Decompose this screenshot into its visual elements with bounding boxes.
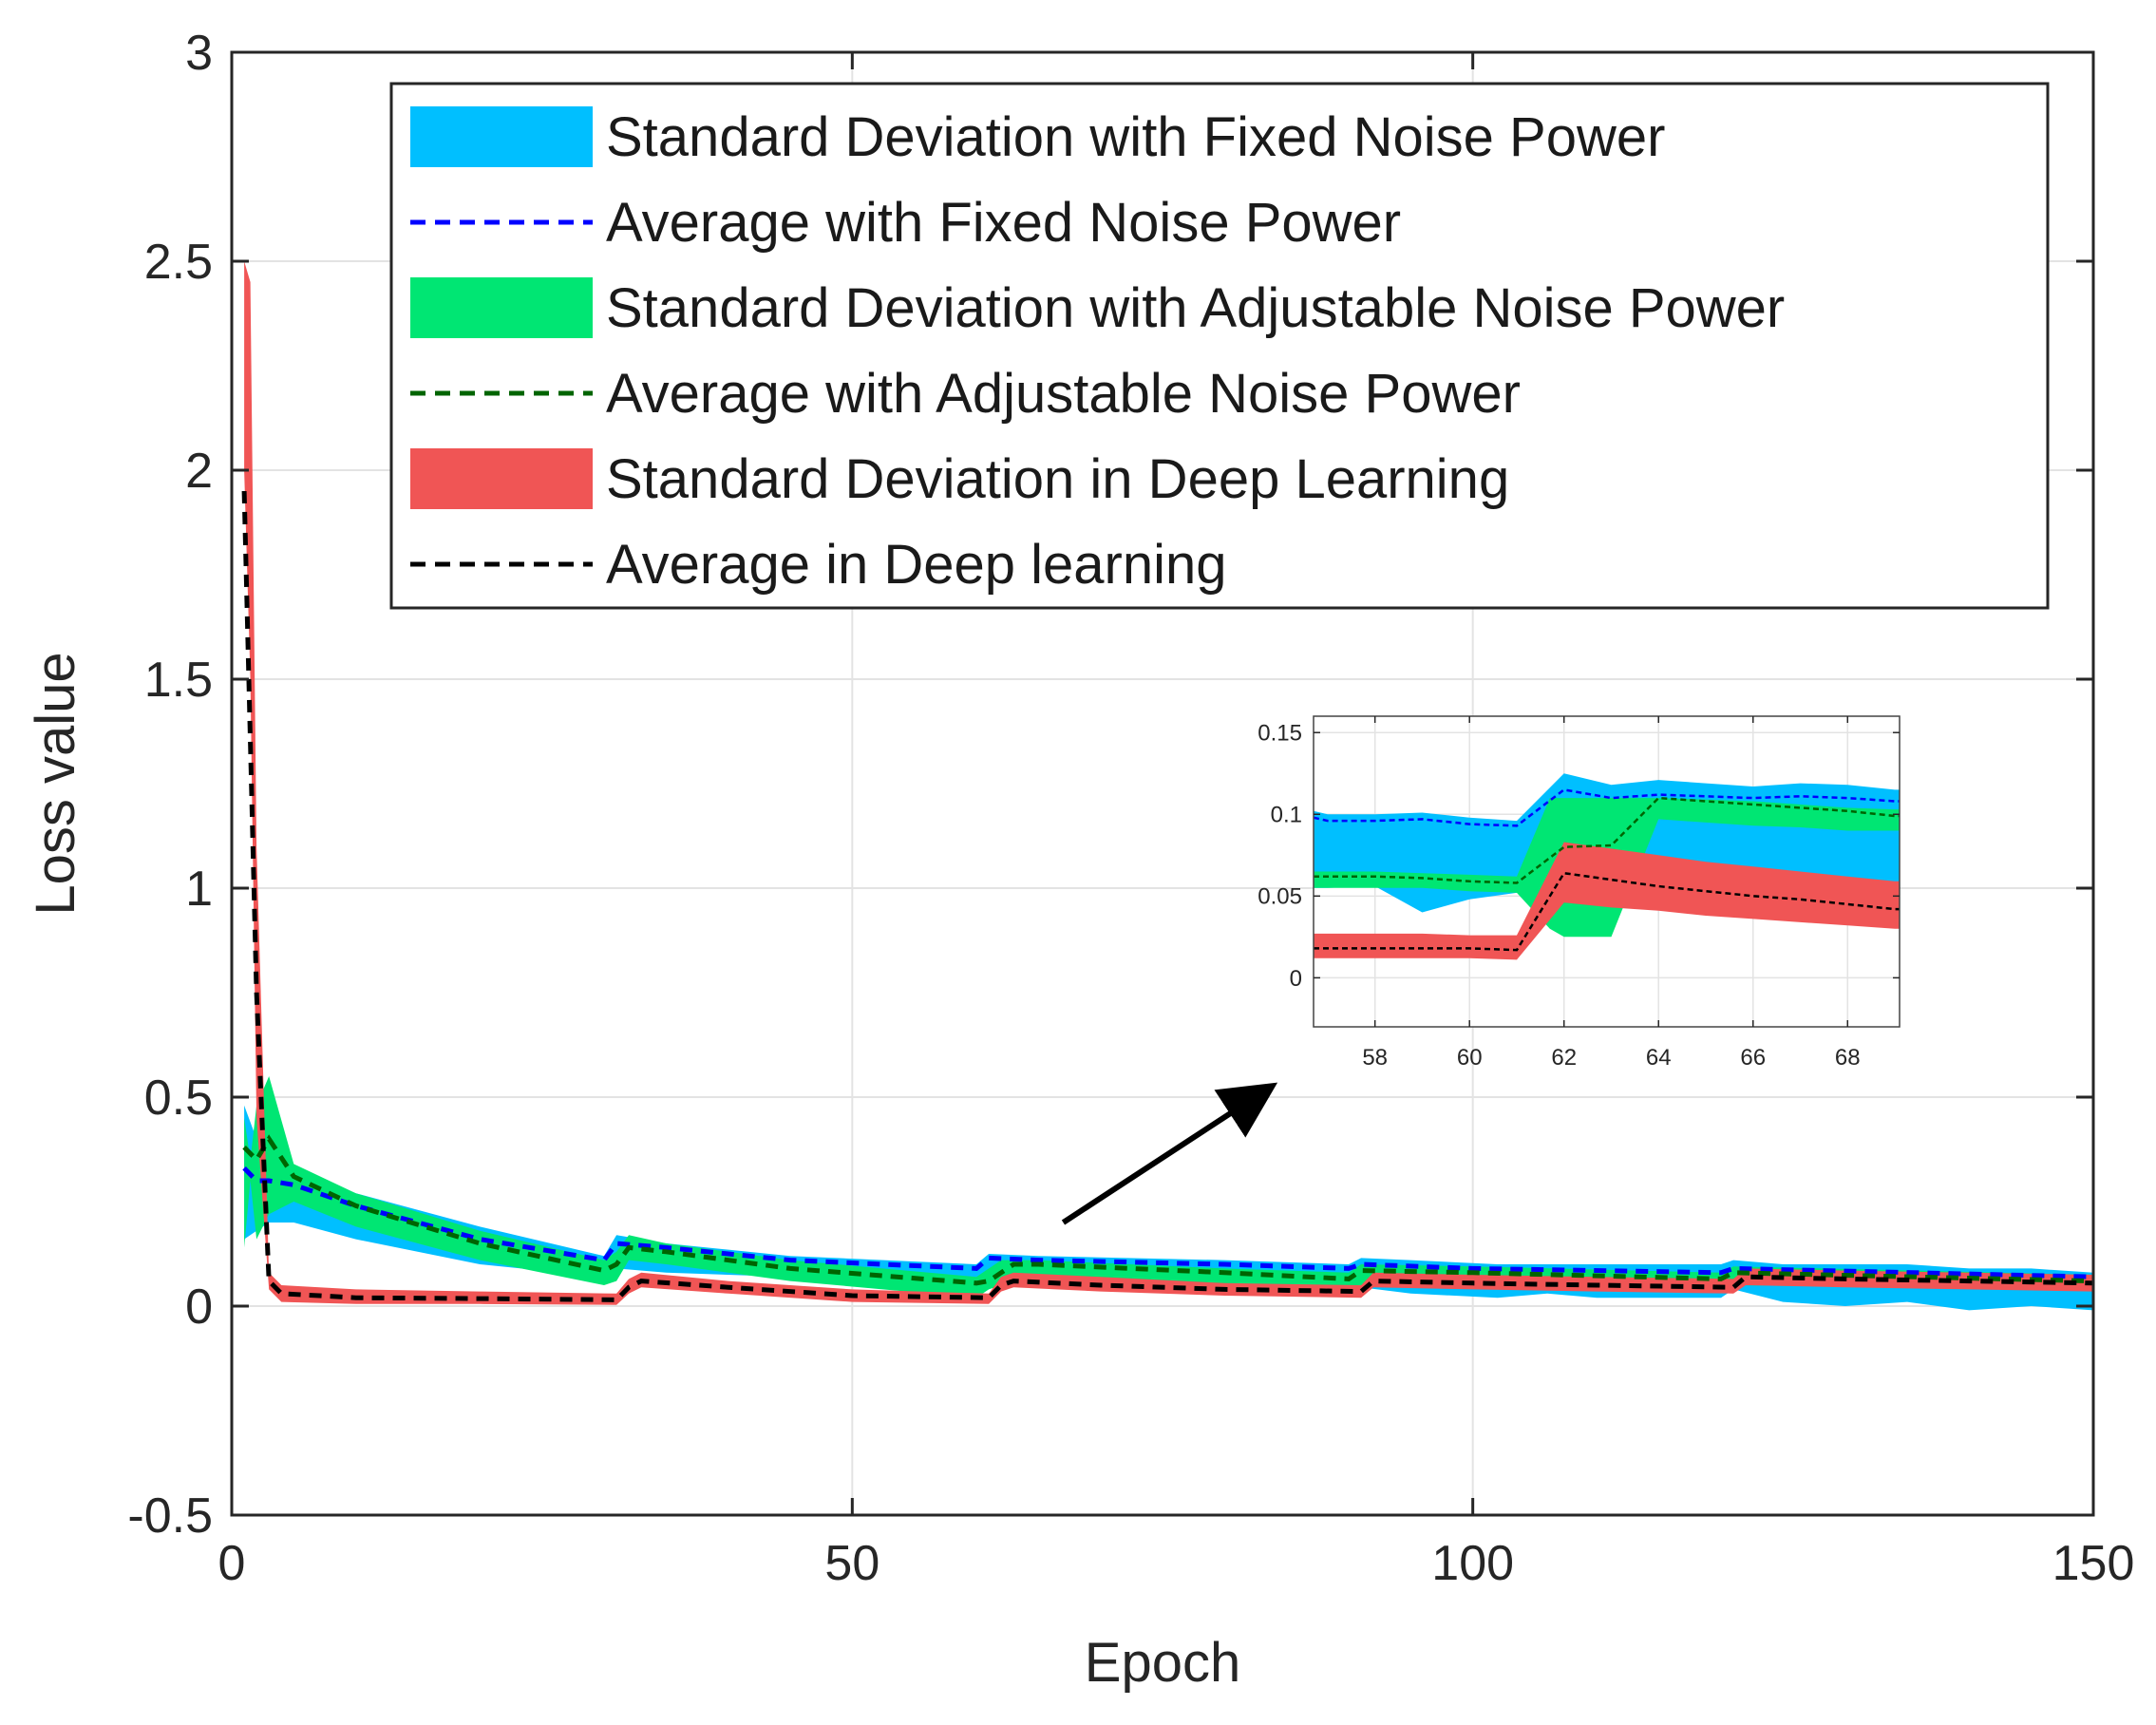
inset-x-tick-label-4: 66: [1740, 1045, 1766, 1071]
main-x-tick-label-1: 50: [824, 1536, 879, 1591]
main-y-tick-label-7: 3: [185, 26, 213, 81]
main-line-average-in-deep-learning: [241, 490, 2093, 1302]
main-y-tick-label-2: 0.5: [144, 1071, 213, 1126]
inset-x-tick-label-3: 64: [1646, 1045, 1672, 1071]
inset-band-standard-deviation-in-deep-learning: [1314, 842, 1900, 960]
inset-line-average-with-adjustable-noise-power: [1314, 796, 1900, 884]
inset-y-tick-label-2: 0.1: [1271, 803, 1302, 828]
inset-line-average-with-fixed-noise-power: [1314, 788, 1900, 827]
annotation-arrow: [1061, 1082, 1278, 1225]
main-axes-frame: [230, 50, 2095, 1517]
inset-axes-frame: [1313, 715, 1901, 1028]
legend-label-average-in-deep-learning: Average in Deep learning: [606, 534, 1227, 596]
inset-x-tick-label-2: 62: [1551, 1045, 1577, 1071]
main-y-tick-label-5: 2: [185, 444, 213, 499]
inset-y-tick-label-0: 0: [1290, 966, 1302, 992]
legend-label-standard-deviation-with-fixed-noise-power: Standard Deviation with Fixed Noise Powe…: [606, 106, 1665, 168]
inset-line-average-in-deep-learning: [1314, 871, 1900, 952]
inset-x-tick-label-5: 68: [1835, 1045, 1861, 1071]
y-axis-label: Loss value: [25, 652, 86, 915]
main-x-tick-label-2: 100: [1431, 1536, 1514, 1591]
inset-x-tick-label-1: 60: [1457, 1045, 1483, 1071]
main-x-tick-label-0: 0: [218, 1536, 246, 1591]
legend-box: [389, 82, 2050, 610]
legend-swatch-standard-deviation-with-fixed-noise-power: [410, 106, 593, 167]
x-axis-label: Epoch: [1085, 1632, 1240, 1694]
main-series-group: [241, 261, 2093, 1311]
legend: Standard Deviation with Fixed Noise Powe…: [389, 82, 2050, 610]
annotation-arrow-layer: [1061, 1082, 1278, 1225]
inset-x-tick-label-0: 58: [1362, 1045, 1388, 1071]
legend-label-standard-deviation-in-deep-learning: Standard Deviation in Deep Learning: [606, 448, 1509, 510]
legend-label-average-with-adjustable-noise-power: Average with Adjustable Noise Power: [606, 363, 1521, 425]
main-y-tick-label-1: 0: [185, 1280, 213, 1335]
main-line-average-with-fixed-noise-power: [242, 1166, 2093, 1280]
main-x-tick-label-3: 150: [2052, 1536, 2135, 1591]
main-y-tick-label-0: -0.5: [127, 1488, 213, 1544]
inset-plot-area: 58 60 62 64 66 68 0 0.05 0.1 0.15: [1258, 715, 1901, 1071]
main-y-tick-label-3: 1: [185, 862, 213, 917]
inset-y-tick-label-1: 0.05: [1258, 884, 1302, 910]
inset-y-tick-label-3: 0.15: [1258, 721, 1302, 747]
main-y-tick-label-4: 1.5: [144, 653, 213, 708]
legend-swatch-standard-deviation-in-deep-learning: [410, 448, 593, 509]
legend-swatch-standard-deviation-with-adjustable-noise-power: [410, 277, 593, 338]
legend-label-average-with-fixed-noise-power: Average with Fixed Noise Power: [606, 192, 1401, 254]
main-line-average-with-adjustable-noise-power: [242, 1134, 2093, 1286]
inset-series-group: [1314, 773, 1900, 960]
main-y-tick-label-6: 2.5: [144, 235, 213, 290]
legend-label-standard-deviation-with-adjustable-noise-power: Standard Deviation with Adjustable Noise…: [606, 277, 1785, 339]
